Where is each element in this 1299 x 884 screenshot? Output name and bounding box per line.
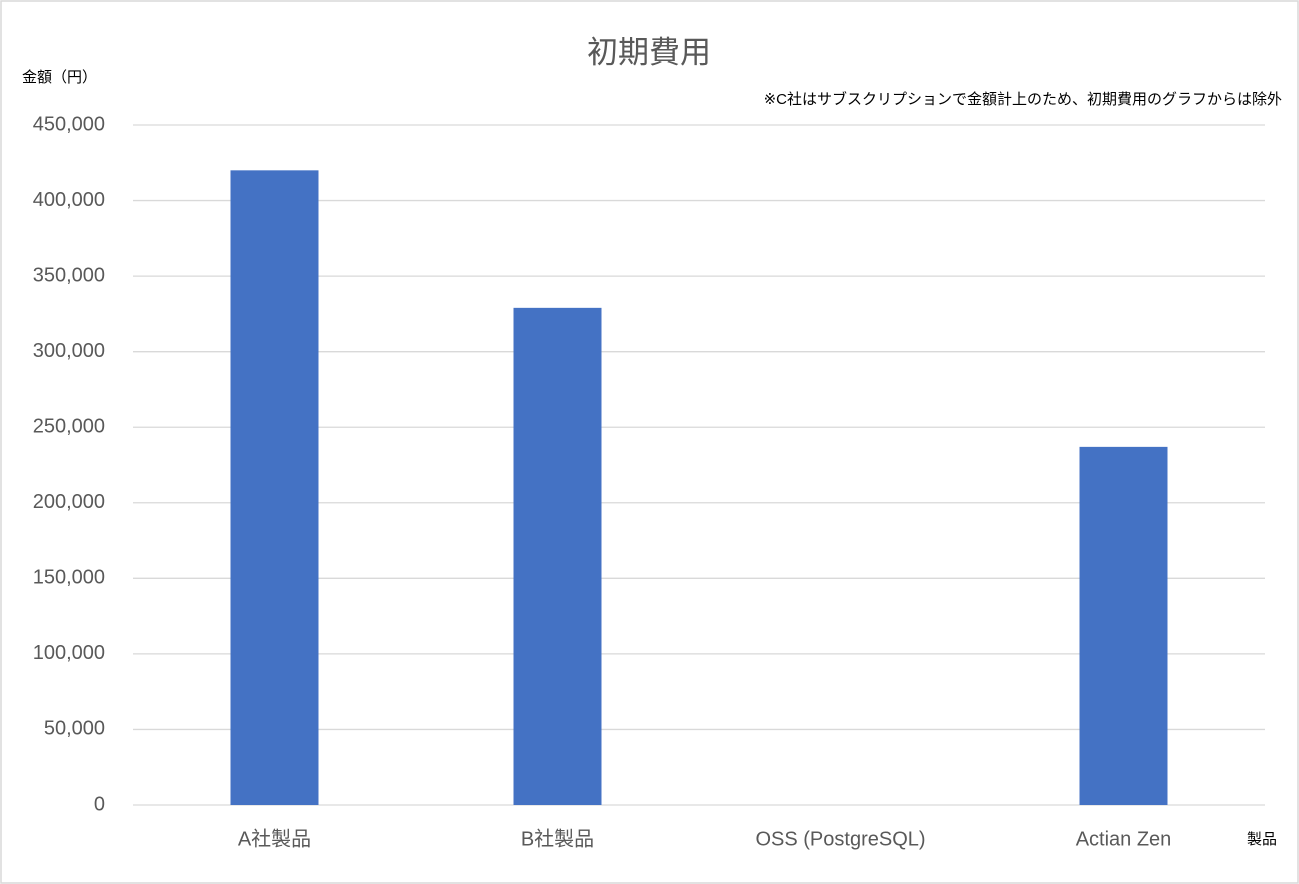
y-tick-label: 250,000 — [33, 416, 105, 438]
y-tick-label: 0 — [94, 793, 105, 815]
x-tick-label: Actian Zen — [1076, 828, 1172, 850]
annotation: ※C社はサブスクリプションで金額計上のため、初期費用のグラフからは除外 — [764, 90, 1282, 108]
y-tick-label: 200,000 — [33, 491, 105, 513]
bar — [230, 170, 319, 806]
y-tick-label: 150,000 — [33, 567, 105, 589]
chart-title: 初期費用 — [587, 35, 711, 70]
y-tick-label: 350,000 — [33, 264, 105, 286]
y-tick-label: 100,000 — [33, 642, 105, 664]
y-tick-label: 400,000 — [33, 189, 105, 211]
y-tick-label: 300,000 — [33, 340, 105, 362]
bar — [1079, 446, 1168, 805]
y-axis-label: 金額（円） — [22, 69, 97, 86]
x-tick-label: A社製品 — [238, 827, 311, 850]
x-axis-label: 製品 — [1247, 831, 1277, 848]
x-tick-label: B社製品 — [521, 827, 594, 850]
y-tick-label: 50,000 — [44, 718, 105, 740]
y-tick-label: 450,000 — [33, 113, 105, 135]
bar — [513, 307, 602, 805]
x-tick-label: OSS (PostgreSQL) — [755, 828, 925, 850]
